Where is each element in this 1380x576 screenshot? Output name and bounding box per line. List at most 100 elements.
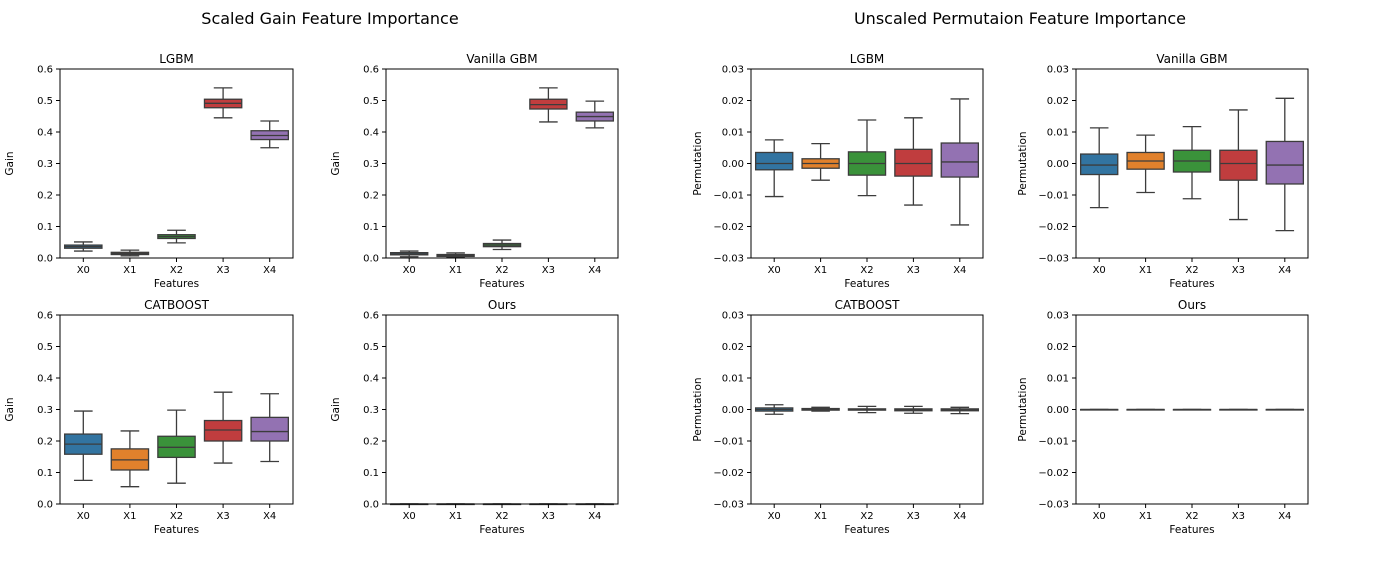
box-x0 (754, 404, 794, 415)
x-tick-label: X0 (403, 511, 416, 522)
y-tick-label: 0.3 (363, 159, 379, 170)
y-tick-label: 0.4 (37, 374, 53, 385)
x-tick-label: X4 (588, 265, 601, 276)
y-tick-label: 0.1 (363, 468, 379, 479)
x-tick-label: X3 (542, 265, 555, 276)
y-tick-label: 0.1 (37, 222, 53, 233)
y-tick-label: 0.3 (363, 405, 379, 416)
panel-1: LGBM 0.0 0.1 0.2 0.3 0.4 0.5 0.6 X0 X1 X2 X3 X4 Featu… (4, 52, 294, 290)
y-tick-label: 0.01 (1047, 374, 1069, 385)
x-tick-label: X0 (77, 265, 90, 276)
box-x0 (1079, 408, 1119, 411)
x-tick-label: X0 (768, 511, 781, 522)
y-tick-label: −0.02 (1038, 468, 1069, 479)
y-tick-label: 0.2 (363, 437, 379, 448)
y-tick-label: 0.03 (722, 65, 744, 76)
y-tick-label: −0.02 (713, 222, 744, 233)
panel-7: CATBOOST −0.03 −0.02 −0.01 0.00 0.01 0.02 0.03 X… (692, 298, 984, 536)
panel-title: LGBM (159, 52, 194, 66)
box-body (754, 151, 794, 171)
box-body (250, 416, 289, 442)
panel-6: Ours 0.0 0.1 0.2 0.3 0.4 0.5 0.6 X0 X1 X2 X3 X4 Featu… (330, 298, 619, 536)
axes-frame (385, 314, 619, 505)
y-tick-label: 0.2 (37, 191, 53, 202)
y-tick-label: −0.03 (713, 254, 744, 265)
box-x2 (482, 239, 522, 251)
box-x0 (389, 250, 429, 258)
x-tick-label: X3 (1232, 265, 1245, 276)
x-tick-label: X2 (495, 265, 508, 276)
box-x1 (801, 406, 840, 412)
panel-2: Vanilla GBM 0.0 0.1 0.2 0.3 0.4 0.5 0.6 X0 X1 X2 X3… (330, 52, 619, 290)
panel-4: Vanilla GBM −0.03 −0.02 −0.01 0.00 0.01 0.02 0.… (1017, 52, 1309, 290)
x-axis-label: Features (154, 278, 199, 290)
x-tick-label: X2 (860, 511, 873, 522)
x-tick-label: X4 (953, 265, 966, 276)
y-tick-label: 0.00 (722, 159, 744, 170)
panel-title: Vanilla GBM (466, 52, 537, 66)
x-tick-label: X3 (907, 511, 920, 522)
suptitle-permutation: Unscaled Permutaion Feature Importance (854, 9, 1186, 28)
panel-title: CATBOOST (835, 298, 901, 312)
x-tick-label: X1 (123, 265, 136, 276)
y-axis-label: Gain (330, 397, 342, 421)
x-tick-label: X3 (216, 511, 229, 522)
box-body (1079, 153, 1119, 176)
box-x2 (1172, 408, 1212, 411)
box-x1 (1126, 408, 1165, 411)
box-x4 (940, 98, 980, 226)
y-tick-label: 0.6 (363, 65, 379, 76)
axes-frame (750, 314, 984, 505)
x-tick-label: X1 (449, 511, 462, 522)
y-tick-label: 0.3 (37, 159, 53, 170)
x-tick-label: X4 (263, 511, 276, 522)
y-tick-label: 0.02 (1047, 342, 1069, 353)
x-axis-label: Features (154, 524, 199, 536)
x-tick-label: X1 (814, 511, 827, 522)
y-tick-label: 0.4 (363, 128, 379, 139)
y-tick-label: −0.01 (713, 191, 744, 202)
x-tick-label: X4 (588, 511, 601, 522)
y-axis-label: Permutation (1017, 131, 1029, 195)
x-tick-label: X3 (1232, 511, 1245, 522)
y-tick-label: 0.5 (363, 342, 379, 353)
x-tick-label: X1 (1139, 511, 1152, 522)
box-x3 (1219, 408, 1258, 411)
y-tick-label: −0.03 (713, 500, 744, 511)
panel-5: CATBOOST 0.0 0.1 0.2 0.3 0.4 0.5 0.6 X0 X1 X2 X3 X4 F… (4, 298, 294, 536)
x-axis-label: Features (1169, 278, 1214, 290)
y-tick-label: 0.00 (722, 405, 744, 416)
x-axis-label: Features (479, 278, 524, 290)
x-tick-label: X3 (542, 511, 555, 522)
y-tick-label: 0.01 (722, 374, 744, 385)
x-tick-label: X2 (1185, 265, 1198, 276)
x-tick-label: X0 (1093, 265, 1106, 276)
panel-title: CATBOOST (144, 298, 210, 312)
y-tick-label: 0.4 (37, 128, 53, 139)
x-tick-label: X1 (449, 265, 462, 276)
panel-3: LGBM −0.03 −0.02 −0.01 0.00 0.01 0.02 0.03 X0 X1 X… (692, 52, 984, 290)
box-x4 (575, 100, 615, 129)
y-tick-label: 0.6 (37, 65, 53, 76)
x-tick-label: X3 (216, 265, 229, 276)
x-tick-label: X4 (953, 511, 966, 522)
panel-title: Ours (488, 298, 516, 312)
y-tick-label: 0.01 (1047, 128, 1069, 139)
x-tick-label: X2 (860, 265, 873, 276)
box-x2 (847, 405, 887, 414)
y-tick-label: 0.0 (37, 254, 53, 265)
y-tick-label: 0.5 (37, 96, 53, 107)
y-tick-label: 0.5 (363, 96, 379, 107)
x-tick-label: X2 (1185, 511, 1198, 522)
y-tick-label: 0.02 (1047, 96, 1069, 107)
box-x3 (894, 405, 933, 414)
box-x3 (529, 87, 568, 123)
y-tick-label: −0.02 (713, 468, 744, 479)
y-tick-label: 0.01 (722, 128, 744, 139)
x-axis-label: Features (479, 524, 524, 536)
y-tick-label: 0.03 (1047, 311, 1069, 322)
y-tick-label: 0.1 (37, 468, 53, 479)
y-axis-label: Gain (4, 151, 16, 175)
box-x3 (894, 117, 933, 206)
x-tick-label: X4 (1278, 511, 1291, 522)
